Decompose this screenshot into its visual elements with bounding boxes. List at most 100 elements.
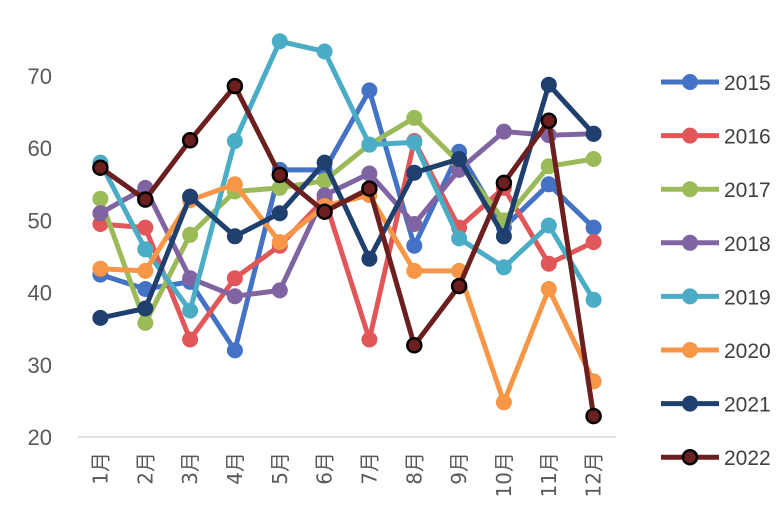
data-point (361, 331, 378, 348)
data-point (361, 82, 378, 99)
legend-item: 2016 (661, 126, 771, 149)
data-point (92, 190, 109, 207)
series-line (97, 38, 597, 314)
data-point (137, 219, 154, 236)
data-point (540, 281, 557, 297)
x-tick-label: 6月 (313, 452, 337, 485)
data-point (361, 250, 378, 267)
data-point (182, 331, 199, 348)
data-point (182, 302, 199, 319)
data-point (540, 255, 557, 272)
data-point (226, 176, 243, 193)
data-point (406, 216, 423, 232)
x-tick-label: 4月 (223, 452, 247, 485)
series-line (97, 138, 597, 342)
data-point (271, 33, 288, 50)
x-tick-label: 1月 (88, 452, 112, 485)
data-point (406, 262, 423, 279)
x-tick-label: 10月 (492, 452, 516, 497)
legend-swatch-marker (682, 234, 698, 251)
data-point (495, 174, 513, 192)
data-point (585, 125, 602, 142)
data-point (495, 259, 512, 276)
data-point (92, 159, 109, 176)
data-point (271, 205, 288, 222)
data-point (271, 234, 288, 251)
data-point (406, 109, 423, 126)
data-point (182, 226, 199, 243)
data-point (540, 217, 557, 234)
data-point (226, 270, 243, 287)
data-point (316, 154, 333, 171)
data-point (316, 203, 333, 220)
legend-label: 2017 (724, 179, 771, 202)
data-point (540, 76, 557, 93)
x-tick-label: 2月 (133, 452, 157, 485)
data-point (226, 77, 244, 95)
x-tick-label: 12月 (582, 452, 606, 497)
legend-label: 2022 (724, 447, 771, 470)
series-line (97, 83, 597, 419)
x-tick-label: 9月 (447, 452, 471, 485)
data-point (540, 112, 558, 130)
data-point (137, 300, 154, 317)
data-point (181, 132, 199, 149)
series-2022 (92, 77, 602, 425)
data-point (495, 123, 512, 140)
x-axis-ticks: 1月 2月 3月 4月 5月 6月 7月 8月 9月 10月 11月 12月 (88, 452, 605, 497)
data-point (361, 180, 378, 197)
legend-item: 2015 (661, 72, 771, 95)
x-tick-label: 11月 (537, 452, 561, 497)
legend-label: 2016 (724, 126, 771, 149)
data-point (406, 164, 423, 181)
data-point (495, 228, 512, 245)
data-point (406, 337, 423, 354)
legend-swatch-marker (682, 74, 698, 90)
data-point (585, 234, 602, 251)
y-tick-label: 50 (28, 208, 52, 233)
data-point (92, 309, 109, 326)
legend-label: 2019 (724, 286, 771, 309)
y-tick-label: 60 (28, 136, 52, 161)
x-tick-label: 5月 (268, 452, 292, 485)
data-point (137, 262, 154, 279)
y-tick-label: 40 (28, 281, 52, 306)
data-point (495, 394, 512, 411)
data-point (406, 237, 423, 254)
data-point (406, 134, 423, 151)
legend-item: 2021 (661, 394, 771, 417)
data-point (226, 133, 243, 149)
data-point (316, 43, 333, 60)
data-point (585, 407, 602, 425)
data-point (182, 188, 199, 205)
data-point (92, 205, 109, 222)
data-point (450, 277, 468, 295)
series-line (97, 82, 597, 321)
data-point (226, 342, 243, 359)
legend-item: 2020 (661, 340, 771, 363)
data-point (451, 151, 468, 167)
series-2021 (92, 76, 602, 326)
data-point (585, 219, 602, 236)
data-point (451, 230, 468, 247)
data-point (585, 291, 602, 308)
data-point (137, 314, 154, 331)
legend-label: 2018 (724, 233, 771, 256)
data-point (182, 270, 199, 287)
legend-item: 2019 (661, 286, 771, 309)
data-point (271, 179, 288, 196)
y-tick-label: 30 (28, 353, 52, 378)
data-point (137, 191, 154, 208)
x-tick-label: 7月 (357, 452, 381, 485)
data-point (92, 260, 109, 277)
data-point (271, 282, 288, 299)
legend-item: 2017 (661, 179, 771, 202)
legend-swatch-marker (682, 288, 698, 305)
y-tick-label: 70 (28, 64, 52, 89)
x-tick-label: 3月 (178, 452, 202, 485)
data-point (137, 241, 154, 258)
legend-item: 2018 (661, 233, 771, 256)
legend-swatch-marker (682, 342, 698, 358)
data-point (226, 288, 243, 305)
